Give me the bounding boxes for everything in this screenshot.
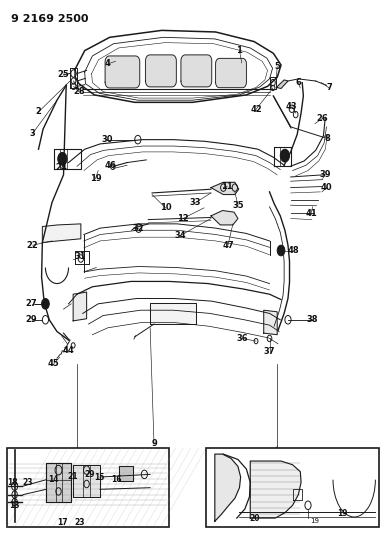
Text: 9 2169 2500: 9 2169 2500 <box>11 14 88 25</box>
Polygon shape <box>181 55 212 87</box>
Text: 2: 2 <box>35 108 42 116</box>
Text: 6: 6 <box>295 78 301 87</box>
Polygon shape <box>216 59 246 87</box>
Polygon shape <box>211 182 239 195</box>
Text: 32: 32 <box>132 224 144 232</box>
Text: 26: 26 <box>317 114 328 123</box>
Circle shape <box>277 245 285 256</box>
Text: 34: 34 <box>174 231 186 240</box>
Text: 19: 19 <box>337 510 348 518</box>
Text: 12: 12 <box>177 214 189 223</box>
Text: 29: 29 <box>26 316 37 324</box>
Text: 39: 39 <box>320 171 331 179</box>
Text: 9: 9 <box>151 439 157 448</box>
Text: 48: 48 <box>288 246 299 255</box>
Polygon shape <box>250 461 301 518</box>
Circle shape <box>42 298 49 309</box>
Bar <box>7 448 169 527</box>
Text: 24: 24 <box>55 164 67 172</box>
Text: 23: 23 <box>75 518 85 527</box>
Text: 11: 11 <box>221 182 233 191</box>
Text: 7: 7 <box>326 84 332 92</box>
Polygon shape <box>150 303 196 324</box>
Text: 47: 47 <box>222 241 234 249</box>
Text: 28: 28 <box>73 87 85 96</box>
Polygon shape <box>264 310 277 335</box>
Text: 19: 19 <box>310 519 319 524</box>
Text: 42: 42 <box>250 105 262 114</box>
Text: 35: 35 <box>232 201 244 209</box>
Text: 13: 13 <box>9 501 20 510</box>
Polygon shape <box>146 55 176 87</box>
Text: 37: 37 <box>264 348 275 356</box>
Text: 27: 27 <box>26 300 37 308</box>
Circle shape <box>58 152 67 165</box>
Polygon shape <box>73 465 100 497</box>
Text: 45: 45 <box>48 359 60 368</box>
Polygon shape <box>42 224 81 243</box>
Text: 20: 20 <box>249 514 260 522</box>
Text: 38: 38 <box>307 316 318 324</box>
Circle shape <box>280 149 290 162</box>
Polygon shape <box>46 463 71 502</box>
Polygon shape <box>105 56 140 88</box>
Text: 14: 14 <box>48 475 59 484</box>
Text: 15: 15 <box>94 473 104 482</box>
Text: 21: 21 <box>67 472 78 481</box>
Text: 43: 43 <box>286 102 298 111</box>
Text: 23: 23 <box>22 479 33 487</box>
Text: 36: 36 <box>237 334 248 343</box>
Text: 5: 5 <box>274 62 280 71</box>
Text: 1: 1 <box>236 46 242 55</box>
Text: 8: 8 <box>325 134 330 143</box>
Text: 33: 33 <box>190 198 201 207</box>
Text: 18: 18 <box>7 479 18 487</box>
Text: 4: 4 <box>105 60 111 68</box>
Text: 44: 44 <box>63 346 74 355</box>
Text: 29: 29 <box>84 470 95 479</box>
Polygon shape <box>211 211 238 225</box>
Text: 40: 40 <box>321 183 332 192</box>
Text: 17: 17 <box>57 518 68 527</box>
Text: 16: 16 <box>111 475 122 484</box>
Text: 22: 22 <box>27 241 38 249</box>
Polygon shape <box>73 292 87 321</box>
Text: 41: 41 <box>305 209 317 217</box>
Polygon shape <box>215 454 241 521</box>
Text: 30: 30 <box>101 135 113 144</box>
Text: 25: 25 <box>58 70 69 79</box>
Polygon shape <box>276 80 288 88</box>
Text: 31: 31 <box>74 253 86 261</box>
Text: 19: 19 <box>90 174 101 183</box>
Polygon shape <box>119 466 133 481</box>
Bar <box>206 448 379 527</box>
Text: 46: 46 <box>105 161 117 169</box>
Text: 3: 3 <box>30 129 35 138</box>
Text: 10: 10 <box>160 204 171 212</box>
